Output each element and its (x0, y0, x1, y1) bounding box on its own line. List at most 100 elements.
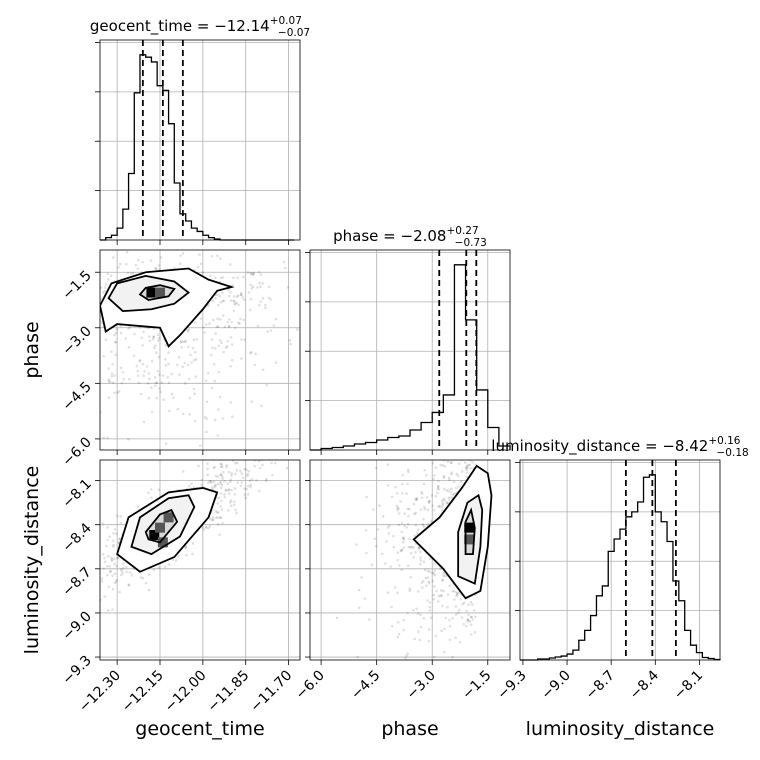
sample-point (60, 277, 63, 280)
sample-point (439, 448, 442, 451)
sample-point (242, 298, 246, 302)
sample-point (157, 488, 161, 491)
sample-point (236, 276, 240, 280)
sample-point (239, 455, 242, 458)
sample-point (243, 338, 246, 342)
sample-point (357, 588, 361, 592)
sample-point (386, 526, 390, 529)
sample-point (250, 400, 254, 403)
sample-point (96, 559, 99, 562)
sample-point (113, 333, 116, 337)
sample-point (152, 335, 156, 339)
density-peak (155, 522, 165, 533)
sample-point (415, 498, 419, 502)
sample-point (103, 556, 106, 560)
sample-point (219, 516, 222, 520)
sample-point (285, 466, 289, 470)
contour-level-1 (130, 494, 196, 556)
sample-point (157, 355, 161, 359)
sample-point (296, 465, 299, 468)
sample-point (200, 483, 203, 486)
sample-point (128, 377, 131, 381)
sample-point (302, 445, 305, 448)
sample-point (130, 573, 134, 577)
sample-point (76, 379, 79, 382)
sample-point (443, 443, 446, 446)
sample-point (437, 504, 441, 508)
sample-point (68, 321, 71, 324)
sample-point (468, 619, 472, 623)
sample-point (128, 325, 132, 329)
sample-point (257, 270, 261, 274)
sample-point (106, 526, 109, 529)
sample-point (460, 451, 463, 454)
sample-point (386, 463, 390, 466)
sample-point (381, 515, 385, 518)
sample-point (306, 289, 309, 292)
sample-point (467, 603, 470, 607)
sample-point (112, 545, 115, 548)
sample-point (113, 572, 117, 576)
sample-point (437, 488, 440, 491)
sample-point (388, 524, 391, 528)
sample-point (445, 489, 448, 492)
sample-point (451, 440, 454, 443)
sample-point (448, 638, 452, 642)
y-tick-label: −8.7 (59, 564, 94, 599)
sample-point (413, 512, 416, 516)
sample-point (252, 271, 255, 275)
sample-point (216, 434, 220, 437)
sample-point (153, 267, 157, 270)
sample-point (408, 537, 411, 541)
sample-point (97, 583, 100, 586)
sample-point (450, 487, 453, 491)
sample-point (234, 472, 237, 476)
sample-point (221, 475, 224, 478)
sample-point (214, 347, 217, 350)
sample-point (119, 521, 123, 525)
sample-point (455, 486, 458, 490)
sample-point (214, 276, 217, 280)
sample-point (170, 392, 174, 396)
sample-point (457, 485, 461, 488)
sample-point (406, 468, 410, 472)
sample-point (243, 493, 247, 496)
sample-point (466, 618, 470, 622)
sample-point (234, 326, 237, 330)
sample-point (226, 288, 230, 292)
sample-point (106, 609, 110, 612)
sample-point (406, 507, 410, 511)
sample-point (243, 487, 246, 490)
sample-point (471, 603, 474, 606)
density-peak (146, 287, 157, 298)
sample-point (45, 328, 48, 331)
sample-point (445, 501, 448, 504)
sample-point (81, 298, 84, 301)
sample-point (429, 435, 432, 438)
sample-point (102, 567, 105, 570)
sample-point (218, 496, 221, 500)
sample-point (236, 481, 239, 484)
sample-point (444, 616, 448, 620)
sample-point (396, 635, 400, 639)
sample-point (113, 391, 116, 395)
sample-point (219, 318, 222, 321)
sample-point (228, 318, 231, 321)
sample-point (423, 505, 426, 509)
sample-point (231, 460, 235, 462)
sample-point (459, 480, 463, 483)
sample-point (210, 353, 213, 357)
sample-point (94, 258, 97, 261)
sample-point (257, 460, 261, 463)
sample-point (103, 595, 107, 599)
sample-point (51, 349, 54, 352)
sample-point (406, 652, 409, 656)
sample-point (199, 262, 203, 266)
sample-point (117, 265, 120, 269)
sample-point (419, 625, 423, 629)
sample-point (455, 591, 459, 594)
sample-point (418, 562, 422, 566)
sample-point (94, 276, 97, 279)
sample-point (107, 378, 111, 381)
sample-point (227, 509, 230, 512)
